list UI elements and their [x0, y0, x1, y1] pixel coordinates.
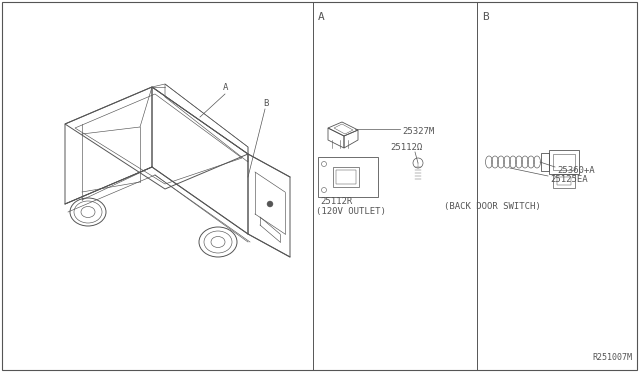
- Bar: [553, 154, 575, 170]
- Text: (120V OUTLET): (120V OUTLET): [316, 207, 386, 216]
- Text: 25125EA: 25125EA: [550, 174, 588, 183]
- Text: B: B: [482, 12, 489, 22]
- Bar: [318, 157, 378, 197]
- Bar: [557, 177, 571, 185]
- Text: R251007M: R251007M: [592, 353, 632, 362]
- Text: 25360+A: 25360+A: [557, 166, 595, 174]
- Text: 25112R: 25112R: [320, 197, 352, 206]
- Circle shape: [267, 201, 273, 207]
- Bar: [333, 167, 359, 187]
- Bar: [336, 170, 356, 184]
- Text: A: A: [318, 12, 324, 22]
- Text: 25112Ω: 25112Ω: [390, 143, 422, 152]
- Bar: [541, 153, 549, 171]
- Bar: [549, 150, 579, 174]
- Bar: [553, 174, 575, 188]
- Text: B: B: [263, 99, 268, 108]
- Text: 25327M: 25327M: [402, 126, 435, 135]
- Text: (BACK DOOR SWITCH): (BACK DOOR SWITCH): [444, 202, 540, 211]
- Text: A: A: [223, 83, 228, 92]
